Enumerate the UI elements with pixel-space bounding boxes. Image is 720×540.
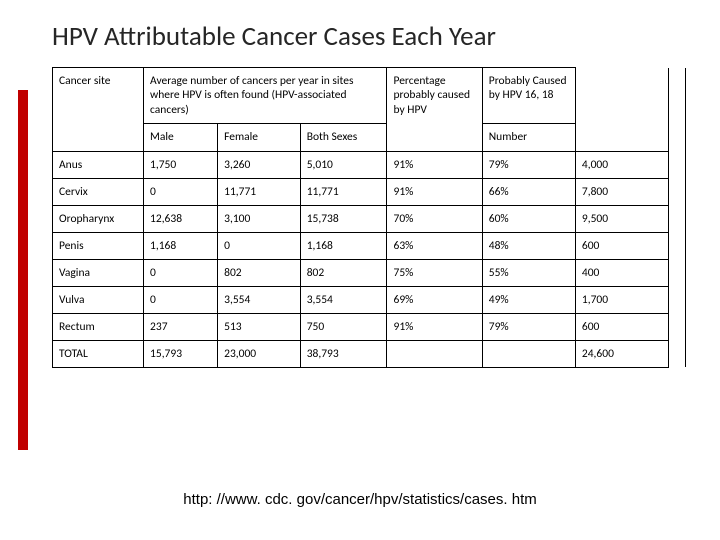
cell-female: 513 — [218, 313, 301, 340]
table-row: Vagina080280275%55%400 — [53, 259, 686, 286]
cell-pct — [387, 340, 482, 367]
cell-both: 802 — [300, 259, 387, 286]
cell-site: Penis — [53, 232, 144, 259]
cell-prob — [482, 340, 575, 367]
cell-num: 9,500 — [575, 205, 668, 232]
cell-male: 1,750 — [144, 151, 218, 178]
table-row: Penis1,16801,16863%48%600 — [53, 232, 686, 259]
cell-pct: 91% — [387, 178, 482, 205]
cell-both: 3,554 — [300, 286, 387, 313]
cell-both: 1,168 — [300, 232, 387, 259]
cell-both: 38,793 — [300, 340, 387, 367]
cell-gap — [669, 205, 686, 232]
cell-site: Anus — [53, 151, 144, 178]
cell-male: 1,168 — [144, 232, 218, 259]
cell-male: 0 — [144, 259, 218, 286]
cell-num: 600 — [575, 313, 668, 340]
cell-site: Vagina — [53, 259, 144, 286]
cell-num: 600 — [575, 232, 668, 259]
cell-num: 1,700 — [575, 286, 668, 313]
header-gap-2 — [669, 68, 686, 152]
header-avg-group: Average number of cancers per year in si… — [144, 68, 387, 124]
header-male: Male — [144, 124, 218, 151]
cell-prob: 55% — [482, 259, 575, 286]
cell-male: 0 — [144, 286, 218, 313]
table-row: Anus1,7503,2605,01091%79%4,000 — [53, 151, 686, 178]
cell-gap — [669, 178, 686, 205]
cell-site: TOTAL — [53, 340, 144, 367]
cell-pct: 70% — [387, 205, 482, 232]
table-row: Cervix011,77111,77191%66%7,800 — [53, 178, 686, 205]
hpv-table: Cancer site Average number of cancers pe… — [52, 67, 686, 368]
cell-num: 7,800 — [575, 178, 668, 205]
cell-both: 15,738 — [300, 205, 387, 232]
cell-prob: 49% — [482, 286, 575, 313]
cell-prob: 79% — [482, 313, 575, 340]
cell-gap — [669, 232, 686, 259]
cell-pct: 75% — [387, 259, 482, 286]
header-number: Number — [482, 124, 575, 151]
cell-prob: 60% — [482, 205, 575, 232]
cell-num: 4,000 — [575, 151, 668, 178]
cell-site: Rectum — [53, 313, 144, 340]
footer-source: http: //www. cdc. gov/cancer/hpv/statist… — [0, 491, 720, 508]
cell-prob: 66% — [482, 178, 575, 205]
table-row-total: TOTAL15,79323,00038,793 24,600 — [53, 340, 686, 367]
header-both: Both Sexes — [300, 124, 387, 151]
header-female: Female — [218, 124, 301, 151]
cell-pct: 91% — [387, 313, 482, 340]
cell-female: 802 — [218, 259, 301, 286]
cell-gap — [669, 259, 686, 286]
accent-bar — [18, 90, 28, 450]
cell-female: 0 — [218, 232, 301, 259]
cell-prob: 48% — [482, 232, 575, 259]
cell-site: Oropharynx — [53, 205, 144, 232]
cell-both: 11,771 — [300, 178, 387, 205]
cell-prob: 79% — [482, 151, 575, 178]
cell-male: 15,793 — [144, 340, 218, 367]
cell-both: 750 — [300, 313, 387, 340]
page-title: HPV Attributable Cancer Cases Each Year — [0, 0, 720, 67]
cell-pct: 91% — [387, 151, 482, 178]
cell-female: 11,771 — [218, 178, 301, 205]
cell-female: 3,554 — [218, 286, 301, 313]
header-prob: Probably Caused by HPV 16, 18 — [482, 68, 575, 124]
data-table-container: Cancer site Average number of cancers pe… — [52, 67, 686, 368]
cell-gap — [669, 340, 686, 367]
cell-num: 400 — [575, 259, 668, 286]
cell-pct: 63% — [387, 232, 482, 259]
cell-male: 12,638 — [144, 205, 218, 232]
cell-site: Cervix — [53, 178, 144, 205]
cell-female: 3,100 — [218, 205, 301, 232]
cell-gap — [669, 313, 686, 340]
cell-female: 23,000 — [218, 340, 301, 367]
cell-gap — [669, 286, 686, 313]
cell-pct: 69% — [387, 286, 482, 313]
table-body: Anus1,7503,2605,01091%79%4,000 Cervix011… — [53, 151, 686, 367]
cell-num: 24,600 — [575, 340, 668, 367]
table-row: Rectum23751375091%79%600 — [53, 313, 686, 340]
header-site: Cancer site — [53, 68, 144, 152]
header-gap — [575, 68, 668, 152]
cell-site: Vulva — [53, 286, 144, 313]
table-row: Vulva03,5543,55469%49%1,700 — [53, 286, 686, 313]
header-pct: Percentage probably caused by HPV — [387, 68, 482, 152]
cell-male: 0 — [144, 178, 218, 205]
cell-female: 3,260 — [218, 151, 301, 178]
cell-male: 237 — [144, 313, 218, 340]
cell-gap — [669, 151, 686, 178]
cell-both: 5,010 — [300, 151, 387, 178]
table-row: Oropharynx12,6383,10015,73870%60%9,500 — [53, 205, 686, 232]
